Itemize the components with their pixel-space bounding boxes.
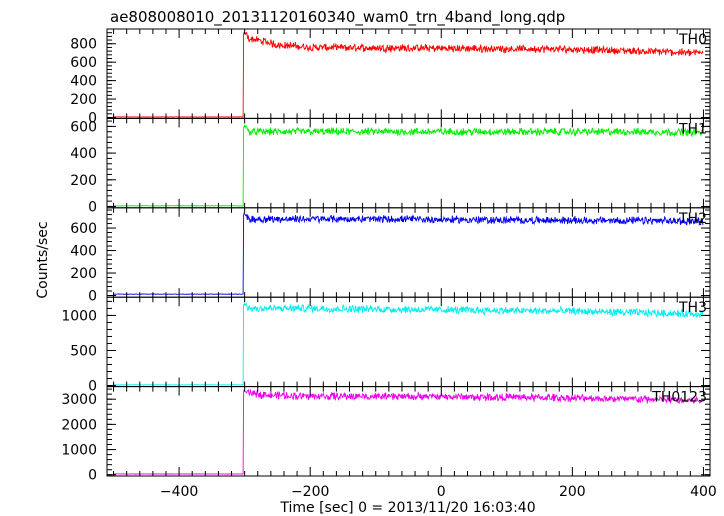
- panel-frame-th3: [106, 296, 711, 388]
- x-tick-label: 200: [559, 484, 586, 500]
- y-tick-label: 200: [70, 266, 97, 282]
- y-tick-label: 600: [70, 119, 97, 135]
- y-tick-label: 200: [70, 92, 97, 108]
- y-tick-label: 500: [70, 343, 97, 359]
- y-tick-label: 800: [70, 37, 97, 53]
- y-axis-label: Counts/sec: [35, 221, 51, 298]
- panel-frame-th1: [106, 117, 711, 209]
- y-tick-label: 400: [70, 244, 97, 260]
- panel-frame-th0123: [106, 386, 711, 477]
- series-line-th0: [113, 31, 704, 118]
- panel-th1: 0 200 400 600 TH1: [70, 117, 711, 215]
- series-line-th0123: [113, 388, 704, 475]
- series-line-th3: [113, 302, 704, 386]
- y-tick-label: 600: [70, 221, 97, 237]
- y-tick-label: 1000: [61, 308, 97, 324]
- y-tick-label: 200: [70, 173, 97, 189]
- y-tick-label: 0: [88, 289, 97, 305]
- y-tick-label: 0: [88, 110, 97, 126]
- y-tick-label: 1000: [61, 443, 97, 459]
- x-tick-label: −200: [291, 484, 329, 500]
- panel-frame-th0: [106, 28, 711, 119]
- panel-th2: 0 200 400 600 TH2: [70, 207, 711, 305]
- series-line-th1: [113, 124, 704, 207]
- y-tick-label: 400: [70, 146, 97, 162]
- panel-th3: 0 500 1000 TH3: [61, 296, 711, 395]
- panel-th0: 0 200 400 600 800 TH0: [70, 28, 711, 126]
- y-tick-label: 3000: [61, 392, 97, 408]
- panel-label-th2: TH2: [678, 211, 707, 227]
- y-tick-label: 0: [88, 468, 97, 484]
- panel-th0123: 0 1000 2000 3000 TH0123: [61, 386, 711, 484]
- x-axis-label: Time [sec] 0 = 2013/11/20 16:03:40: [279, 500, 535, 516]
- panel-label-th0: TH0: [678, 32, 707, 48]
- panel-label-th3: TH3: [678, 300, 707, 316]
- x-tick-label: 400: [690, 484, 717, 500]
- y-tick-label: 0: [88, 199, 97, 215]
- chart-title: ae808008010_20131120160340_wam0_trn_4ban…: [110, 8, 565, 27]
- panel-label-th0123: TH0123: [651, 390, 707, 406]
- x-tick-label: −400: [160, 484, 198, 500]
- y-tick-label: 0: [88, 379, 97, 395]
- panels-group: 0 200 400 600 800 TH0 0 200 400 600 TH1 0 200 400 600 T…: [61, 28, 717, 500]
- y-tick-label: 400: [70, 74, 97, 90]
- y-tick-label: 2000: [61, 417, 97, 433]
- series-line-th2: [113, 212, 704, 295]
- x-tick-label: 0: [437, 484, 446, 500]
- panel-label-th1: TH1: [678, 121, 707, 137]
- y-tick-label: 600: [70, 55, 97, 71]
